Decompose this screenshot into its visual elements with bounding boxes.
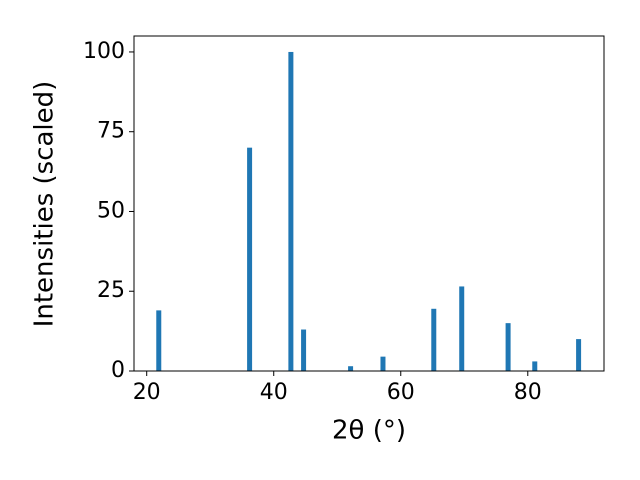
y-tick-label: 50 (97, 198, 125, 223)
y-tick-label: 100 (83, 39, 125, 64)
bar (156, 310, 162, 371)
y-axis-label: Intensities (scaled) (30, 81, 60, 328)
x-tick-label: 60 (387, 380, 415, 405)
bar (348, 366, 354, 371)
x-axis-label: 2θ (°) (332, 416, 406, 446)
bar (532, 361, 538, 371)
bar (380, 356, 386, 371)
bar (301, 329, 307, 371)
bar (576, 339, 582, 371)
plot-frame (133, 35, 605, 372)
x-tick-label: 80 (514, 380, 542, 405)
y-tick-label: 0 (111, 358, 125, 383)
bar (505, 323, 511, 371)
x-tick-label: 20 (133, 380, 161, 405)
x-tick-label: 40 (260, 380, 288, 405)
bar (459, 286, 465, 371)
y-tick-label: 75 (97, 119, 125, 144)
bar (288, 51, 294, 371)
bar (431, 308, 437, 371)
bar (247, 147, 253, 371)
y-tick-label: 25 (97, 278, 125, 303)
